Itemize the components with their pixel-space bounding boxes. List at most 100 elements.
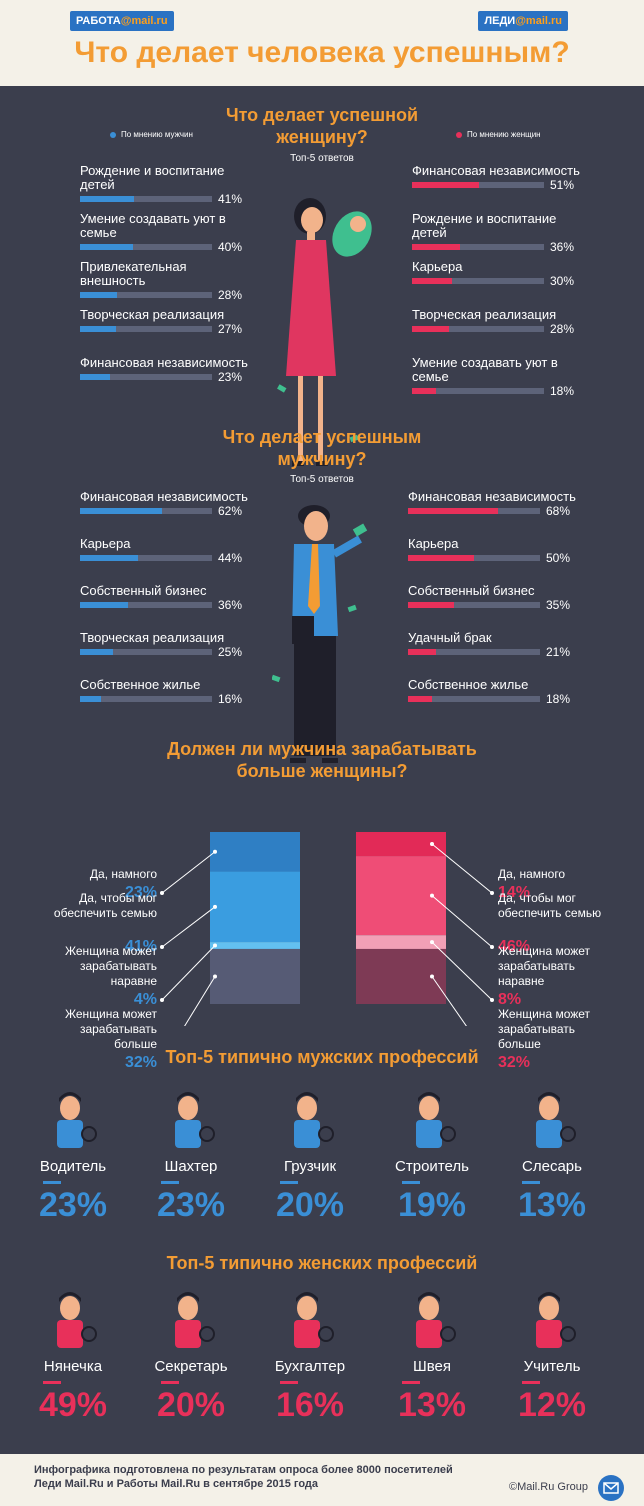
legend-women: По мнению женщин xyxy=(456,130,541,139)
bar-track xyxy=(80,602,212,608)
mail-envelope-icon[interactable] xyxy=(598,1475,624,1501)
earn-section-title: Должен ли мужчина зарабатывать больше же… xyxy=(167,739,477,781)
women-stack-segment xyxy=(356,935,446,949)
bar-fill xyxy=(412,182,480,188)
profession-percent: 16% xyxy=(275,1386,345,1424)
bar-fill xyxy=(80,508,162,514)
secretary-icon xyxy=(175,1292,215,1348)
profession-name: Грузчик xyxy=(283,1158,337,1175)
earn-connector-dot xyxy=(213,904,217,909)
female-professions-title: Топ-5 типично женских профессий xyxy=(166,1253,478,1273)
bar-track xyxy=(80,244,212,250)
earn-label-women: Женщина может зарабатывать наравне xyxy=(498,944,591,988)
earn-connector-dot xyxy=(213,849,217,854)
bar-percent: 36% xyxy=(218,598,243,612)
men-stack-segment xyxy=(210,948,300,1004)
bar-fill xyxy=(408,508,498,514)
profession-card: Слесарь 13% xyxy=(504,1086,600,1225)
earn-percent-men: 23% xyxy=(124,884,157,901)
earn-percent-men: 32% xyxy=(124,1054,157,1071)
profession-underline xyxy=(522,1381,540,1384)
bar-percent: 27% xyxy=(218,322,243,336)
bar-percent: 18% xyxy=(550,384,575,398)
earn-connector-line xyxy=(431,976,467,1026)
bar-percent: 18% xyxy=(546,692,571,706)
men-stack-segment xyxy=(210,871,300,943)
bar-label: Умение создавать уют в семье xyxy=(412,355,558,384)
profession-percent: 23% xyxy=(156,1186,226,1224)
bar-percent: 28% xyxy=(218,288,243,302)
rabota-mail-logo[interactable]: РАБОТА@mail.ru xyxy=(70,11,174,31)
mechanic-icon xyxy=(536,1092,576,1148)
bar-label: Финансовая независимость xyxy=(412,163,580,178)
bar-label: Удачный брак xyxy=(408,630,492,645)
men-stack-segment xyxy=(210,832,300,872)
earn-stacked-bars xyxy=(160,832,494,1026)
profession-underline xyxy=(43,1181,61,1184)
teacher-icon xyxy=(536,1292,576,1348)
bar-track xyxy=(412,388,544,394)
earn-connector-dot xyxy=(430,893,434,898)
bar-track xyxy=(412,326,544,332)
bar-item: Карьера 44% xyxy=(80,537,250,566)
logo-right-prefix: ЛЕДИ xyxy=(484,15,516,27)
earn-connector-line xyxy=(431,941,493,1001)
logo-left-brand: @mail.ru xyxy=(120,15,168,27)
earn-label-men: Да, чтобы мог обеспечить семью xyxy=(53,891,157,920)
earn-connector-line xyxy=(184,976,216,1026)
men-stack-segment xyxy=(210,942,300,949)
bar-label: Собственный бизнес xyxy=(408,583,535,598)
bar-fill xyxy=(408,555,474,561)
profession-card: Секретарь 20% xyxy=(143,1286,239,1425)
bar-item: Творческая реализация 28% xyxy=(412,308,582,337)
bar-track xyxy=(408,555,540,561)
earn-connector-dot xyxy=(430,842,434,847)
bar-percent: 16% xyxy=(218,692,243,706)
earn-percent-men: 41% xyxy=(124,938,157,955)
bar-fill xyxy=(80,602,128,608)
bar-percent: 41% xyxy=(218,192,243,206)
lady-mail-logo[interactable]: ЛЕДИ@mail.ru xyxy=(478,11,568,31)
bar-percent: 30% xyxy=(550,274,575,288)
bar-fill xyxy=(80,326,116,332)
bar-percent: 23% xyxy=(218,370,243,384)
bar-label: Рождение и воспитание детей xyxy=(412,211,557,240)
bar-track xyxy=(80,326,212,332)
earn-connector-dot xyxy=(430,940,434,945)
earn-percent-men: 4% xyxy=(133,991,157,1008)
profession-card: Нянечка 49% xyxy=(25,1286,121,1425)
bar-fill xyxy=(80,374,111,380)
bar-fill xyxy=(80,292,117,298)
earn-connector-dot xyxy=(490,891,494,895)
legend-women-label: По мнению женщин xyxy=(467,130,541,139)
profession-name: Учитель xyxy=(523,1358,581,1375)
profession-percent: 12% xyxy=(517,1386,587,1424)
bar-fill xyxy=(408,649,436,655)
bar-track xyxy=(80,196,212,202)
bar-label: Собственное жилье xyxy=(408,677,529,692)
bar-track xyxy=(408,508,540,514)
profession-name: Шахтер xyxy=(164,1158,218,1175)
profession-card: Водитель 23% xyxy=(25,1086,121,1225)
bar-label: Карьера xyxy=(408,536,459,551)
bar-fill xyxy=(80,649,113,655)
earn-connector-line xyxy=(431,895,493,948)
bar-track xyxy=(408,649,540,655)
earn-label-women: Женщина может зарабатывать больше xyxy=(498,1007,591,1051)
bar-fill xyxy=(80,696,102,702)
profession-percent: 13% xyxy=(397,1386,467,1424)
earn-label-women: Да, чтобы мог обеспечить семью xyxy=(498,891,602,920)
bar-item: Собственный бизнес 35% xyxy=(408,584,578,613)
profession-underline xyxy=(280,1381,298,1384)
profession-underline xyxy=(43,1381,61,1384)
bar-percent: 62% xyxy=(218,504,243,518)
bar-fill xyxy=(412,326,449,332)
profession-card: Шахтер 23% xyxy=(143,1086,239,1225)
profession-percent: 20% xyxy=(156,1386,226,1424)
bar-track xyxy=(412,244,544,250)
earn-label-men: Да, намного xyxy=(89,867,157,881)
bar-item: Собственное жилье 16% xyxy=(80,678,250,707)
bar-track xyxy=(412,278,544,284)
bar-fill xyxy=(80,244,133,250)
profession-percent: 19% xyxy=(397,1186,467,1224)
